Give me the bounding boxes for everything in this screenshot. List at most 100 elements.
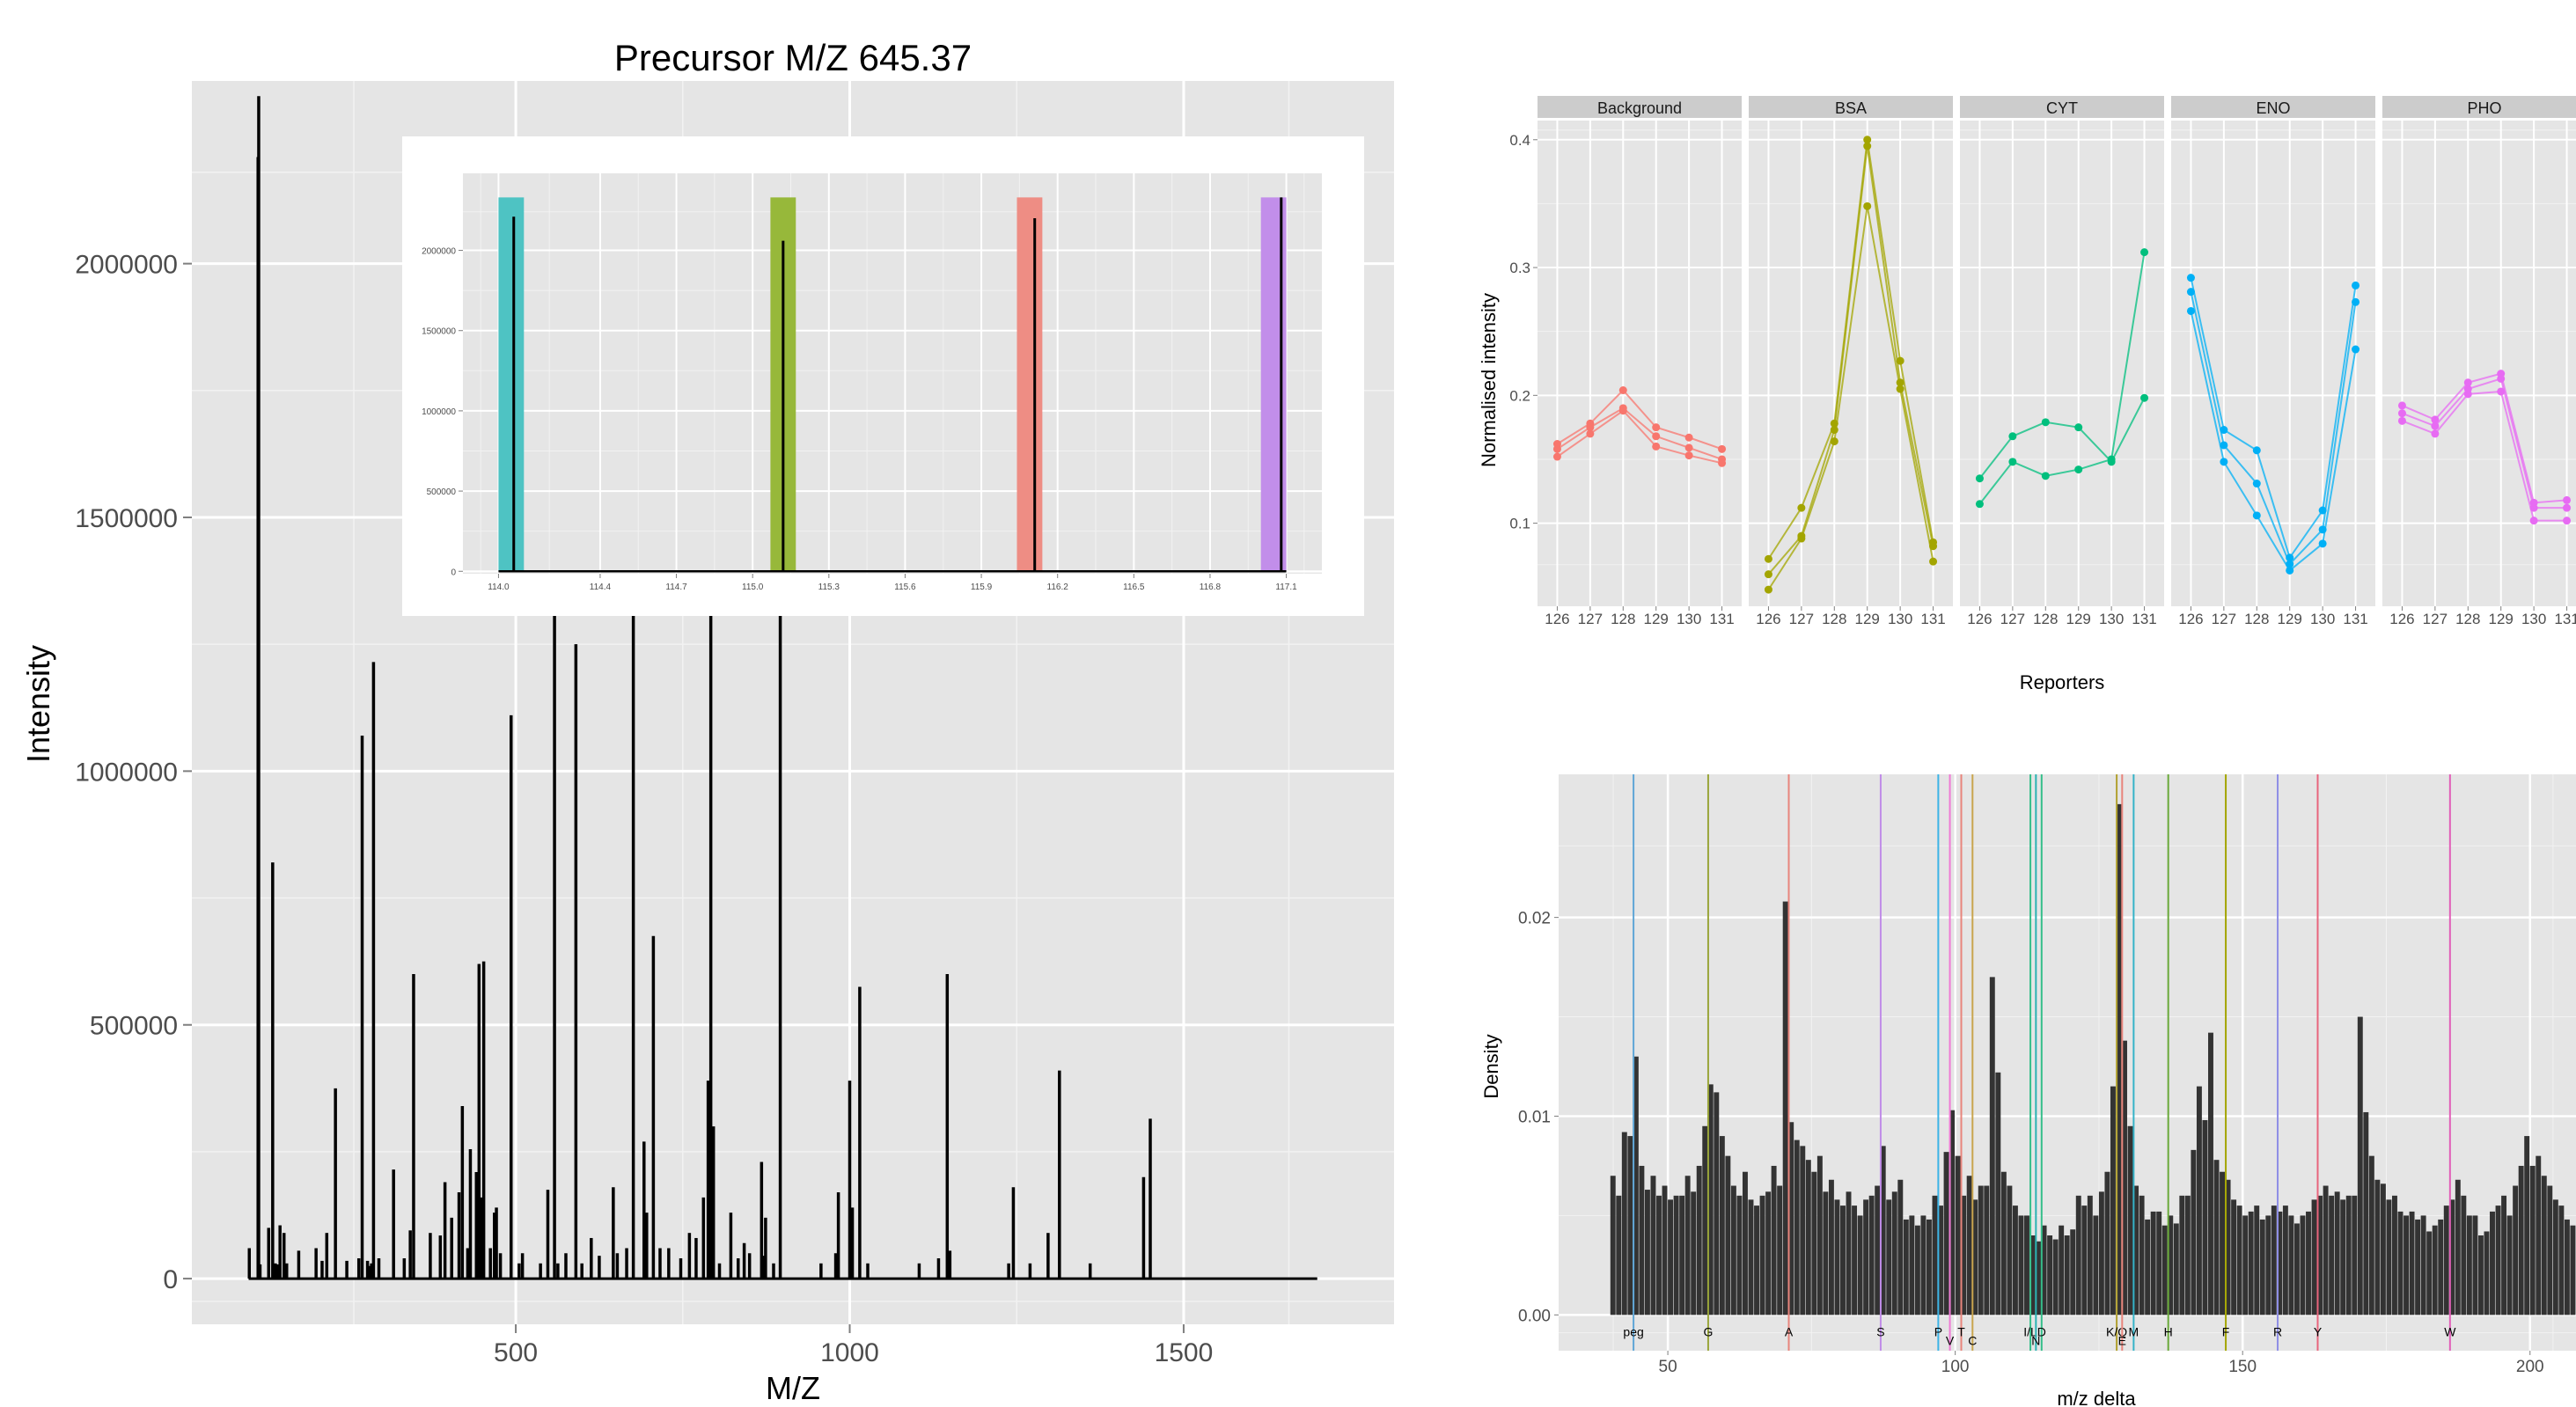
density-histogram-bar	[2007, 1185, 2013, 1315]
facet-point	[2563, 503, 2572, 512]
facet-x-tick-label: 130	[2099, 611, 2124, 627]
density-histogram-bar	[1938, 1205, 1943, 1315]
facet-point	[2252, 446, 2261, 455]
inset-x-tick-label: 116.2	[1047, 583, 1069, 592]
density-histogram-bar	[2098, 1191, 2104, 1315]
density-histogram-bar	[1782, 901, 1788, 1315]
density-histogram-bar	[2306, 1211, 2311, 1315]
density-histogram-bar	[1828, 1179, 1834, 1315]
density-histogram-bar	[1633, 1056, 1639, 1315]
density-histogram-bar	[2501, 1195, 2507, 1315]
density-histogram-bar	[1742, 1171, 1748, 1315]
facet-x-tick-label: 127	[2423, 611, 2448, 627]
facet-strip	[2382, 96, 2576, 118]
facet-point	[2397, 401, 2406, 410]
density-histogram-bar	[1868, 1195, 1875, 1315]
facet-point	[2140, 248, 2149, 257]
density-histogram-bar	[1961, 1195, 1967, 1315]
density-histogram-bar	[1932, 1195, 1938, 1315]
density-histogram-bar	[2184, 1195, 2191, 1315]
density-histogram-bar	[2334, 1191, 2340, 1315]
density-histogram-bar	[2443, 1205, 2449, 1315]
density-axes: 50 100 150 200 0.00 0.01 0.02	[1518, 910, 2544, 1376]
density-histogram-bar	[1984, 1185, 1990, 1315]
density-histogram-bar	[1995, 1072, 2001, 1315]
density-histogram-bar	[2116, 803, 2122, 1315]
density-histogram-bar	[1794, 1140, 1800, 1315]
density-histogram-bar	[1765, 1191, 1772, 1315]
facet-point	[2397, 409, 2406, 418]
density-histogram-bar	[1811, 1171, 1817, 1315]
inset-y-tick-label: 0	[451, 568, 456, 577]
spectrum-y-axis-label: Intensity	[20, 645, 56, 763]
facet-x-tick-label: 129	[2489, 611, 2514, 627]
facet-x-tick-label: 128	[1822, 611, 1846, 627]
facet-point	[1863, 202, 1872, 210]
facet-point	[1718, 444, 1727, 453]
facet-point	[1718, 455, 1727, 464]
spectrum-y-tick-label: 1500000	[75, 504, 178, 533]
facet-strip	[2171, 96, 2375, 118]
facet-point	[1552, 440, 1561, 449]
density-histogram-bar	[1650, 1176, 1656, 1315]
facet-strip-label: PHO	[2467, 99, 2501, 117]
density-histogram-bar	[2477, 1235, 2484, 1315]
reporters-y-tick-label: 0.1	[1509, 516, 1530, 532]
density-histogram-bar	[1714, 1092, 1720, 1315]
density-histogram-bar	[1679, 1195, 1685, 1315]
facet-series-line	[1767, 139, 1934, 560]
facet-x-tick-label: 130	[2310, 611, 2335, 627]
density-histogram-bar	[1926, 1219, 1932, 1315]
facet-point	[2318, 539, 2327, 548]
density-histogram-bar	[1909, 1215, 1915, 1315]
density-histogram-bar	[1748, 1199, 1754, 1315]
inset-x-tick-label: 116.8	[1200, 583, 1222, 592]
density-histogram-bar	[2472, 1215, 2478, 1315]
facet-plot-background	[1960, 121, 2164, 606]
facet-point	[1764, 570, 1772, 579]
density-histogram-bar	[2018, 1215, 2024, 1315]
facet-point	[1652, 442, 1661, 451]
density-histogram-bar	[2168, 1215, 2174, 1315]
facet-cyt: CYT 126 127 128 129 130 131	[1960, 96, 2164, 627]
inset-reporter-band	[1016, 197, 1043, 572]
density-histogram-bar	[1662, 1185, 1668, 1315]
facet-point	[2431, 421, 2440, 430]
density-histogram-bar	[2409, 1211, 2415, 1315]
facet-point	[2529, 517, 2538, 525]
inset-reporter-band	[498, 197, 525, 572]
density-histogram-bar	[2449, 1199, 2455, 1315]
residue-label: A	[1785, 1324, 1794, 1338]
facet-x-tick-label: 128	[2033, 611, 2058, 627]
density-histogram-bar	[1668, 1199, 1674, 1315]
facet-series-line	[1767, 206, 1934, 590]
facet-point	[2286, 553, 2294, 562]
spectrum-title: Precursor M/Z 645.37	[614, 37, 972, 78]
inset-x-tick-label: 114.0	[488, 583, 510, 592]
inset-y-tick-label: 500000	[427, 487, 457, 497]
spectrum-x-tick-label: 1500	[1155, 1338, 1214, 1367]
facet-point	[1896, 378, 1904, 387]
facet-x-tick-label: 127	[2212, 611, 2236, 627]
density-histogram-bar	[1621, 1132, 1627, 1315]
facet-series-line	[1978, 397, 2146, 480]
density-histogram-bar	[1875, 1185, 1881, 1315]
density-histogram-bar	[2552, 1199, 2558, 1315]
density-histogram-bar	[2081, 1205, 2088, 1315]
density-histogram-bar	[2064, 1235, 2070, 1315]
facet-x-tick-label: 129	[2066, 611, 2091, 627]
density-histogram-bar	[2036, 1241, 2042, 1315]
facet-point	[2563, 517, 2572, 525]
density-histogram-bar	[2323, 1185, 2329, 1315]
density-histogram-bar	[1656, 1195, 1662, 1315]
facet-point	[1618, 386, 1627, 395]
density-histogram-bar	[2293, 1223, 2300, 1315]
facet-point	[1863, 136, 1872, 144]
density-histogram-bar	[2524, 1136, 2530, 1315]
density-histogram-bar	[1914, 1225, 1920, 1315]
density-histogram-bar	[1644, 1190, 1650, 1315]
density-histogram-bar	[2368, 1155, 2374, 1315]
density-histogram-bar	[2547, 1185, 2553, 1315]
facet-point	[2397, 416, 2406, 425]
density-histogram-bar	[1730, 1185, 1736, 1315]
